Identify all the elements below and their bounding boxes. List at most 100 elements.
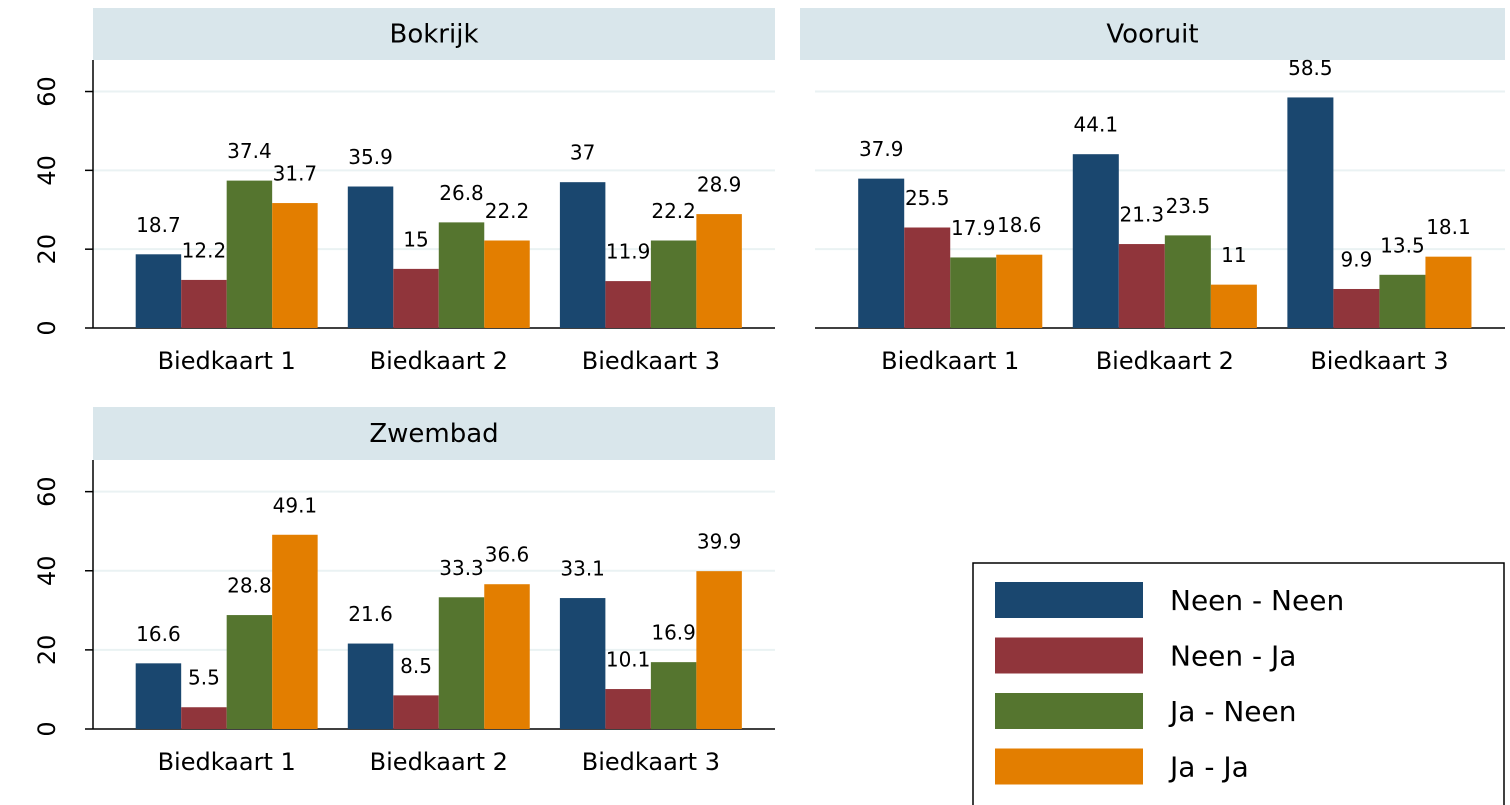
value-label: 17.9 [951,216,996,240]
y-tick-label: 40 [33,155,61,186]
value-label: 18.7 [136,213,181,237]
bar [484,240,530,328]
bar [135,254,182,328]
value-label: 18.6 [997,213,1042,237]
y-tick-label: 60 [33,476,61,507]
bar [347,643,394,729]
value-label: 33.3 [439,556,484,580]
bar [696,214,742,328]
legend-label: Neen - Ja [1170,640,1296,673]
value-label: 23.5 [1166,194,1211,218]
bar [226,615,273,729]
bar [996,254,1043,328]
bar [650,662,697,729]
value-label: 13.5 [1380,233,1425,257]
value-label: 28.9 [697,173,742,197]
bar [181,279,227,328]
bar [1425,256,1472,328]
value-label: 5.5 [188,666,220,690]
bar [950,257,997,328]
y-tick-label: 0 [33,721,61,736]
panel-title: Zwembad [369,419,498,449]
legend-label: Ja - Neen [1168,695,1296,728]
bar [904,227,951,328]
legend-swatch [995,748,1143,785]
value-label: 9.9 [1341,247,1373,271]
bar [438,597,485,729]
x-tick-label: Biedkaart 3 [582,347,720,375]
bar [347,186,394,328]
value-label: 22.2 [651,199,696,223]
legend-label: Neen - Neen [1170,584,1344,617]
value-label: 58.5 [1288,56,1333,80]
bar [1379,274,1426,328]
legend-swatch [995,693,1143,729]
bar [272,203,318,328]
strip [93,407,775,460]
bar [605,689,651,729]
bar [226,180,273,328]
y-tick-label: 20 [33,234,61,265]
x-tick-label: Biedkaart 1 [158,347,296,375]
x-tick-label: Biedkaart 2 [1096,347,1234,375]
bar [393,268,439,328]
value-label: 37 [570,141,595,165]
value-label: 36.6 [485,543,530,567]
x-tick-label: Biedkaart 3 [582,748,720,776]
bar [1072,154,1119,328]
value-label: 37.9 [859,137,904,161]
value-label: 44.1 [1074,113,1119,137]
legend-swatch [995,637,1143,674]
value-label: 16.6 [136,622,181,646]
x-tick-label: Biedkaart 1 [881,347,1019,375]
x-tick-label: Biedkaart 1 [158,748,296,776]
bar [1333,288,1380,328]
bar [484,584,530,729]
bar [181,707,227,729]
panel-title: Vooruit [1106,20,1198,50]
x-tick-label: Biedkaart 3 [1310,347,1448,375]
bar [1118,244,1165,328]
value-label: 8.5 [400,654,432,678]
legend-swatch [995,582,1143,618]
value-label: 22.2 [485,199,530,223]
legend-label: Ja - Ja [1168,751,1249,784]
value-label: 39.9 [697,530,742,554]
value-label: 35.9 [348,145,393,169]
value-label: 37.4 [227,139,272,163]
value-label: 18.1 [1426,215,1471,239]
value-label: 15 [403,227,428,251]
value-label: 21.3 [1120,203,1165,227]
x-tick-label: Biedkaart 2 [370,748,508,776]
bar [696,571,742,729]
value-label: 16.9 [651,621,696,645]
bar [438,222,485,328]
bar [135,663,182,729]
bar [605,281,651,328]
value-label: 21.6 [348,602,393,626]
y-tick-label: 0 [33,320,61,335]
y-tick-label: 20 [33,635,61,666]
bar [559,598,606,729]
value-label: 26.8 [439,181,484,205]
value-label: 33.1 [560,557,605,581]
strip [800,8,1505,60]
value-label: 31.7 [273,162,318,186]
bar [1287,97,1334,328]
value-label: 10.1 [606,648,651,672]
bar [1164,235,1211,328]
value-label: 11.9 [606,240,651,264]
value-label: 49.1 [273,493,318,517]
y-tick-label: 60 [33,76,61,107]
strip [93,8,775,60]
y-tick-label: 40 [33,555,61,586]
value-label: 12.2 [182,238,227,262]
bar [858,178,905,328]
panel-title: Bokrijk [390,20,479,50]
bar [1210,284,1257,328]
value-label: 11 [1221,243,1246,267]
bar [272,534,318,729]
x-tick-label: Biedkaart 2 [370,347,508,375]
